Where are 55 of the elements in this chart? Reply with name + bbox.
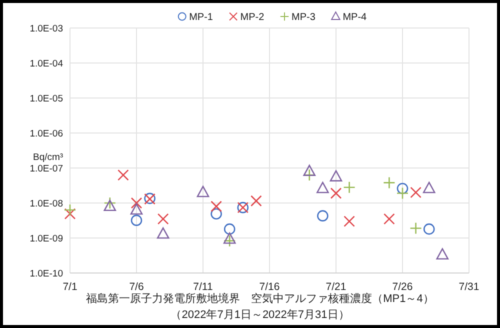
point (330, 170, 342, 182)
x-tick-label: 7/26 (392, 281, 413, 293)
point (410, 222, 422, 234)
y-tick-label: 1.0E-03 (30, 24, 63, 34)
x-tick-label: 7/11 (193, 281, 213, 293)
point (104, 196, 116, 210)
point (223, 234, 236, 247)
point (383, 176, 396, 189)
point (303, 164, 316, 176)
legend-label: MP-1 (189, 12, 214, 23)
point (156, 227, 170, 239)
y-tick-label: 1.0E-08 (30, 198, 63, 210)
point (344, 216, 355, 227)
x-tick-label: 7/21 (326, 281, 346, 293)
point (64, 204, 76, 216)
point (130, 203, 143, 215)
point (396, 187, 409, 200)
y-tick-label: 1.0E-07 (30, 164, 63, 174)
y-axis-title: Bq/cm³ (33, 152, 64, 163)
point (330, 188, 342, 199)
text: （2022年7月1日～2022年7月31日） (170, 309, 350, 321)
point (210, 200, 222, 212)
legend-label: MP-4 (342, 12, 368, 23)
point (64, 208, 76, 220)
y-tick-label: 1.0E-09 (30, 234, 63, 244)
y-tick-label: 1.0E-04 (30, 58, 63, 70)
point (196, 186, 210, 198)
point (157, 213, 169, 225)
legend-label: MP-2 (240, 12, 265, 23)
y-tick-label: 1.0E-06 (30, 128, 63, 140)
point (423, 223, 435, 235)
point (224, 223, 236, 235)
point (210, 208, 222, 220)
legend-label: MP-3 (292, 12, 316, 23)
point (317, 210, 328, 222)
point (223, 232, 236, 244)
x-tick-label: 7/16 (259, 281, 280, 293)
point (422, 182, 436, 194)
point (104, 200, 116, 212)
x-tick-label: 7/31 (458, 281, 480, 293)
point (343, 181, 356, 194)
x-tick-label: 7/1 (62, 281, 78, 293)
point (118, 169, 129, 181)
point (250, 195, 262, 207)
point (384, 213, 395, 225)
text: 福島第一原子力発電所敷地境界 空気中アルファ核種濃度（MP1～4） (86, 292, 434, 305)
y-tick-label: 1.0E-10 (30, 268, 63, 280)
point (130, 214, 142, 226)
point (316, 182, 329, 194)
point (130, 197, 142, 209)
point (436, 248, 449, 260)
point (410, 186, 422, 198)
point (396, 182, 408, 194)
y-tick-label: 1.0E-05 (30, 94, 63, 104)
x-tick-label: 7/6 (129, 281, 144, 293)
